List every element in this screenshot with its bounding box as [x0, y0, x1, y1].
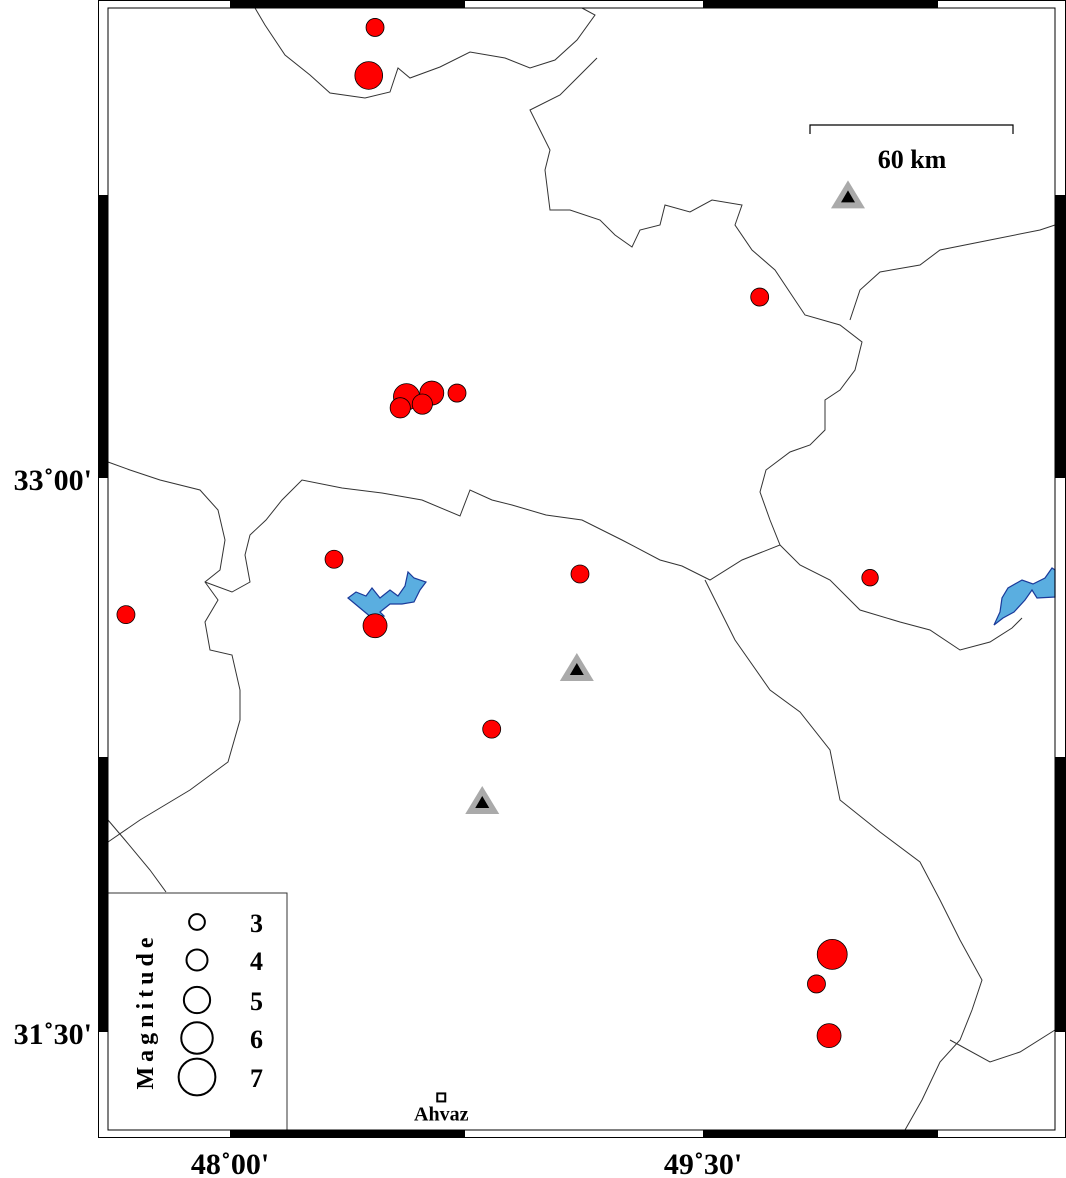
city-label: Ahvaz [414, 1103, 469, 1125]
scale-bar-label: 60 km [878, 145, 947, 174]
border-line [949, 1029, 1056, 1063]
earthquake-marker [447, 383, 467, 403]
river-line [107, 819, 167, 893]
borders [107, 7, 1056, 1131]
border-line [254, 7, 596, 99]
x-tick-label: 49˚30' [664, 1148, 742, 1178]
earthquake-marker [816, 1023, 842, 1049]
legend-label: 5 [250, 987, 263, 1016]
map-frame [98, 0, 1066, 1138]
earthquake-marker [482, 719, 502, 739]
border-line [204, 57, 863, 593]
border-line [849, 224, 1056, 321]
earthquake-events [116, 18, 879, 1049]
earthquake-marker [861, 569, 879, 587]
earthquake-marker [807, 974, 826, 994]
earthquake-marker [389, 397, 411, 419]
station-triangle-icon [559, 653, 594, 682]
lake-dez [993, 567, 1056, 626]
y-tick-label: 31˚30' [14, 1018, 92, 1051]
lake-karun [347, 570, 427, 619]
border-line [779, 544, 1023, 651]
station-triangle-icon [465, 785, 500, 814]
seismic-stations [465, 180, 865, 814]
station-triangle-icon [830, 180, 865, 209]
earthquake-marker [365, 18, 385, 37]
earthquake-marker [816, 938, 848, 970]
city-square-icon [436, 1092, 447, 1103]
scale-bar-line [809, 124, 1014, 134]
earthquake-marker [570, 564, 590, 584]
scale-bar: 60 km [809, 124, 1014, 174]
y-tick-label: 33˚00' [14, 464, 92, 497]
river-line [704, 579, 983, 1131]
legend-label: 3 [250, 909, 263, 938]
legend-label: 7 [250, 1064, 263, 1093]
earthquake-marker [411, 393, 433, 415]
legend-label: 4 [250, 947, 263, 976]
earthquake-marker [750, 287, 770, 307]
earthquake-marker [362, 613, 388, 639]
legend-label: 6 [250, 1025, 263, 1054]
legend-circle [182, 985, 212, 1015]
legend-circle [180, 1021, 214, 1055]
x-tick-label: 48˚00' [191, 1148, 269, 1178]
legend-title: Magnitude [133, 932, 159, 1089]
legend-circle [188, 913, 206, 931]
legend-circle [177, 1057, 217, 1097]
cities: Ahvaz [414, 1092, 469, 1125]
earthquake-marker [354, 61, 384, 90]
earthquake-marker [324, 549, 344, 569]
magnitude-legend: Magnitude 3 4 5 6 7 [107, 892, 288, 1131]
legend-circle [185, 948, 209, 972]
border-line [107, 461, 241, 843]
earthquake-marker [116, 605, 136, 625]
